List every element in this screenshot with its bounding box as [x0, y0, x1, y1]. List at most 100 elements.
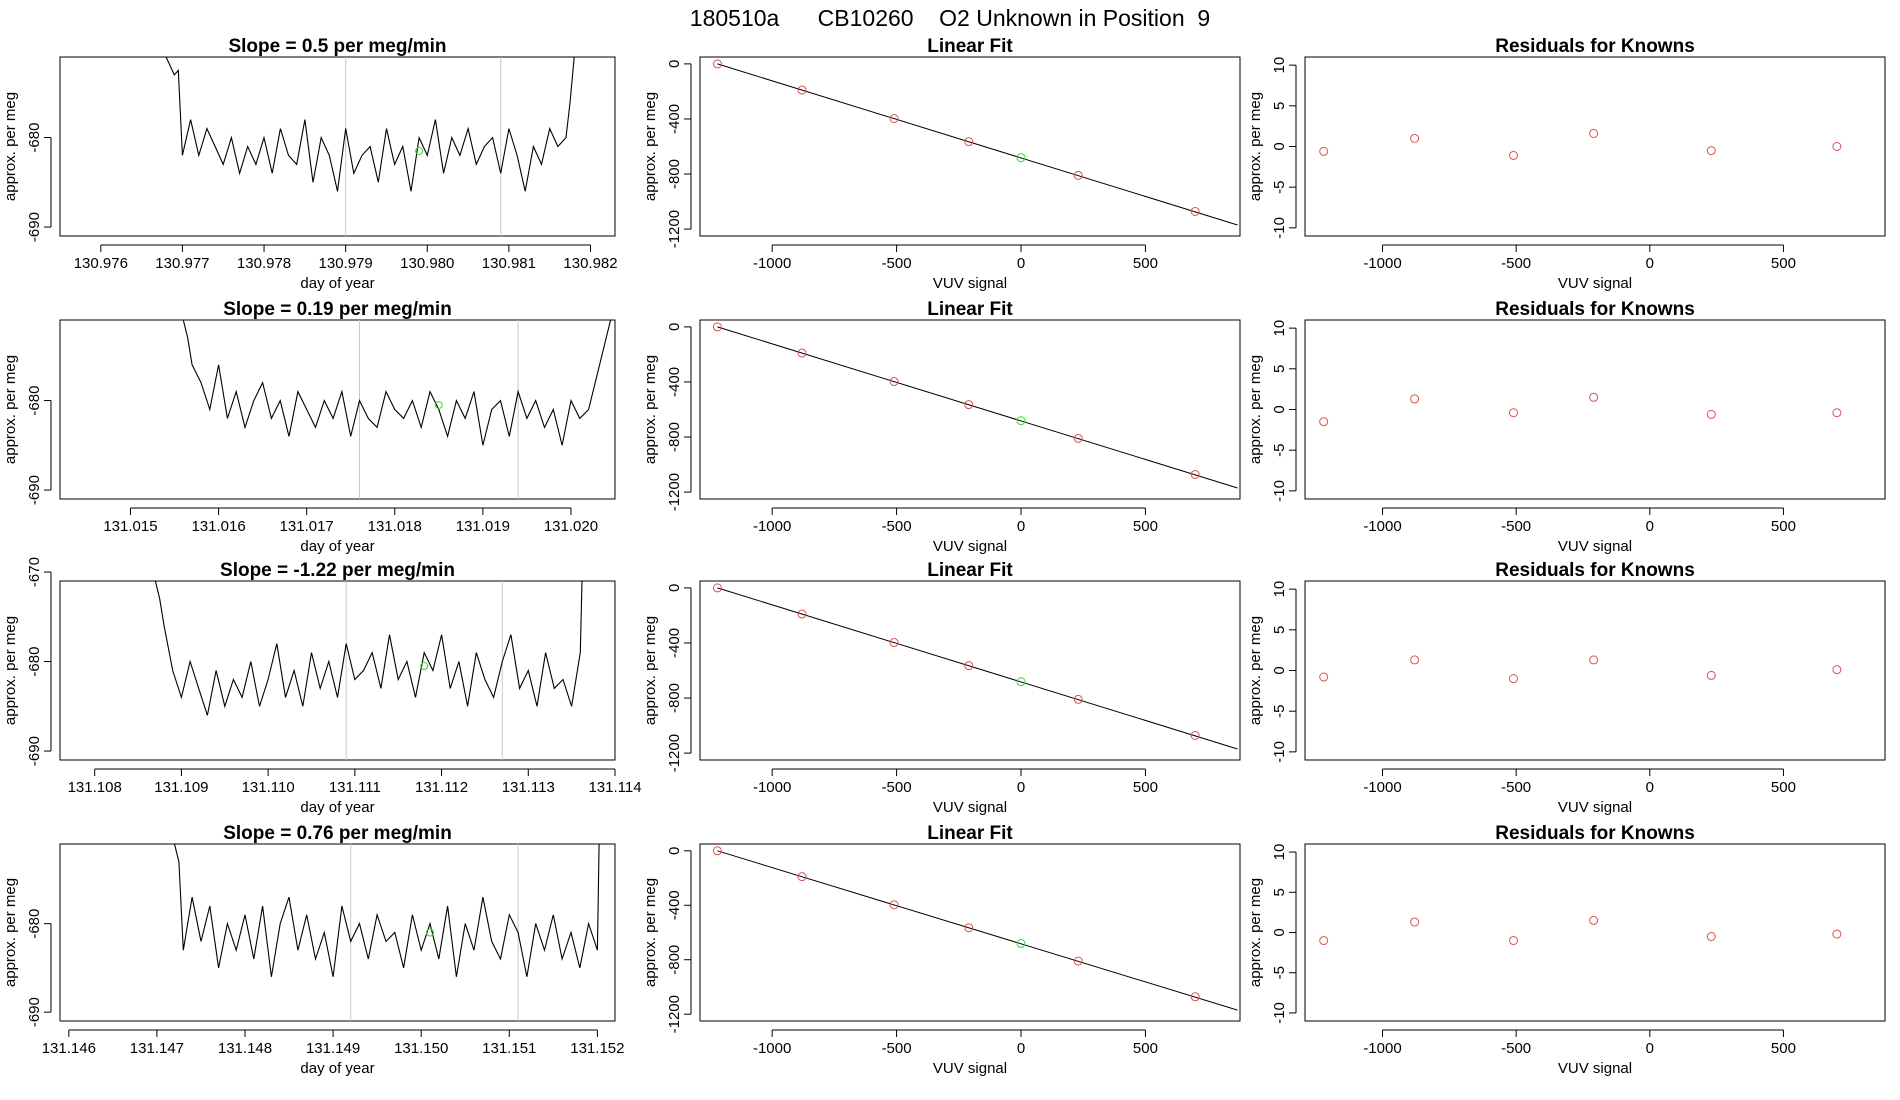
plot-area [712, 583, 1238, 750]
x-tick-label: 0 [1646, 518, 1654, 535]
plot-frame [699, 56, 1241, 237]
x-tick-label: 0 [1646, 255, 1654, 272]
plot-frame [1304, 56, 1886, 237]
x-tick-label: 131.109 [154, 779, 208, 796]
x-tick-label: -500 [1501, 518, 1531, 535]
residual-point [1832, 929, 1842, 939]
fit-line [717, 850, 1238, 1011]
panel-3-1: Slope = -1.22 per meg/min 131.108 131.109 1… [2, 557, 642, 816]
y-tick-label: -680 [26, 123, 43, 153]
y-tick-label: -670 [26, 557, 43, 587]
x-axis-label: VUV signal [1558, 799, 1632, 816]
x-tick-label: 131.112 [415, 779, 468, 796]
x-tick-label: 131.020 [544, 518, 598, 535]
y-tick-label: 0 [1271, 405, 1288, 413]
panel-4-3: Residuals for Knowns -1000 -500 0 500 VUV sig… [1247, 823, 1886, 1077]
plot-area [712, 846, 1238, 1011]
y-tick-label: 10 [1271, 320, 1288, 337]
plot-area [165, 57, 575, 236]
x-tick-label: -500 [882, 1040, 912, 1057]
plot-frame [59, 319, 616, 500]
panel-title: Residuals for Knowns [1495, 823, 1695, 844]
y-tick-label: -800 [666, 159, 683, 189]
unknown-marker [415, 146, 424, 155]
y-axis-label: approx. per meg [1247, 878, 1264, 987]
known-point [964, 400, 974, 410]
x-tick-label: 131.108 [68, 779, 122, 796]
panel-3-2: Linear Fit -1000 -500 0 500 VUV signal 0 -400 -8… [642, 560, 1241, 816]
y-tick-label: -5 [1271, 444, 1288, 457]
x-axis-label: day of year [300, 538, 374, 555]
known-point [1073, 694, 1083, 704]
panel-2-2: Linear Fit -1000 -500 0 500 VUV signal 0 -400 -8… [642, 299, 1241, 555]
x-tick-label: 131.146 [42, 1040, 96, 1057]
y-tick-label: 10 [1271, 57, 1288, 74]
residual-point [1589, 915, 1599, 925]
known-point [712, 583, 722, 593]
residual-point [1508, 936, 1518, 946]
x-tick-label: 130.980 [400, 255, 454, 272]
y-axis-label: approx. per meg [1247, 616, 1264, 725]
y-tick-label: 10 [1271, 844, 1288, 861]
x-tick-label: 131.150 [394, 1040, 448, 1057]
known-point [712, 322, 722, 332]
residual-point [1410, 133, 1420, 143]
x-tick-label: -1000 [1363, 779, 1401, 796]
plot-area [154, 581, 583, 760]
series-line [165, 57, 575, 192]
y-tick-label: 0 [1271, 666, 1288, 674]
y-tick-label: -690 [26, 997, 43, 1027]
residual-point [1832, 142, 1842, 151]
known-point [797, 85, 807, 95]
residual-point [1508, 408, 1518, 418]
x-axis-label: day of year [300, 799, 374, 816]
y-axis-label: approx. per meg [1247, 355, 1264, 464]
panel-title: Residuals for Knowns [1495, 560, 1695, 581]
residual-point [1319, 417, 1329, 427]
panel-title: Linear Fit [927, 823, 1013, 844]
y-tick-label: -400 [666, 367, 683, 397]
x-axis-label: VUV signal [1558, 1060, 1632, 1077]
y-tick-label: -10 [1271, 480, 1288, 502]
x-tick-label: 500 [1133, 255, 1158, 272]
x-tick-label: 130.978 [237, 255, 291, 272]
unknown-point [1016, 939, 1026, 949]
residual-point [1410, 655, 1420, 665]
x-tick-label: 131.016 [191, 518, 245, 535]
x-tick-label: -1000 [753, 255, 791, 272]
x-tick-label: 500 [1771, 255, 1796, 272]
known-point [964, 661, 974, 671]
residual-point [1589, 655, 1599, 665]
panel-title: Residuals for Knowns [1495, 299, 1695, 320]
y-axis-label: approx. per meg [2, 355, 19, 464]
x-tick-label: 131.019 [456, 518, 510, 535]
x-tick-label: 0 [1017, 255, 1025, 272]
x-tick-label: 0 [1017, 1040, 1025, 1057]
known-point [712, 846, 722, 856]
unknown-marker [434, 401, 443, 410]
x-axis-label: VUV signal [1558, 275, 1632, 292]
y-tick-label: -10 [1271, 217, 1288, 239]
panel-1-2: Linear Fit -1000 -500 0 500 VUV signal 0 -400 -8… [642, 36, 1241, 292]
y-tick-label: -5 [1271, 966, 1288, 979]
y-tick-label: 5 [1271, 365, 1288, 373]
y-tick-label: 5 [1271, 102, 1288, 110]
x-tick-label: 131.149 [306, 1040, 360, 1057]
x-tick-label: 131.111 [329, 779, 381, 796]
x-tick-label: 131.113 [502, 779, 555, 796]
panel-title: Linear Fit [927, 560, 1013, 581]
panel-1-1: Slope = 0.5 per meg/min 130.976 130.977 130… [2, 36, 618, 292]
known-point [1073, 170, 1083, 180]
x-tick-label: -500 [1501, 255, 1531, 272]
x-tick-label: 131.015 [103, 518, 157, 535]
residual-point [1832, 408, 1842, 418]
known-point [1190, 992, 1200, 1002]
residual-point [1706, 932, 1716, 942]
y-tick-label: 0 [666, 60, 683, 68]
y-tick-label: -800 [666, 683, 683, 713]
y-tick-label: -680 [26, 647, 43, 677]
y-tick-label: -690 [26, 736, 43, 766]
panel-title: Residuals for Knowns [1495, 36, 1695, 57]
y-tick-label: 0 [1271, 928, 1288, 936]
y-tick-label: -1200 [666, 210, 683, 248]
